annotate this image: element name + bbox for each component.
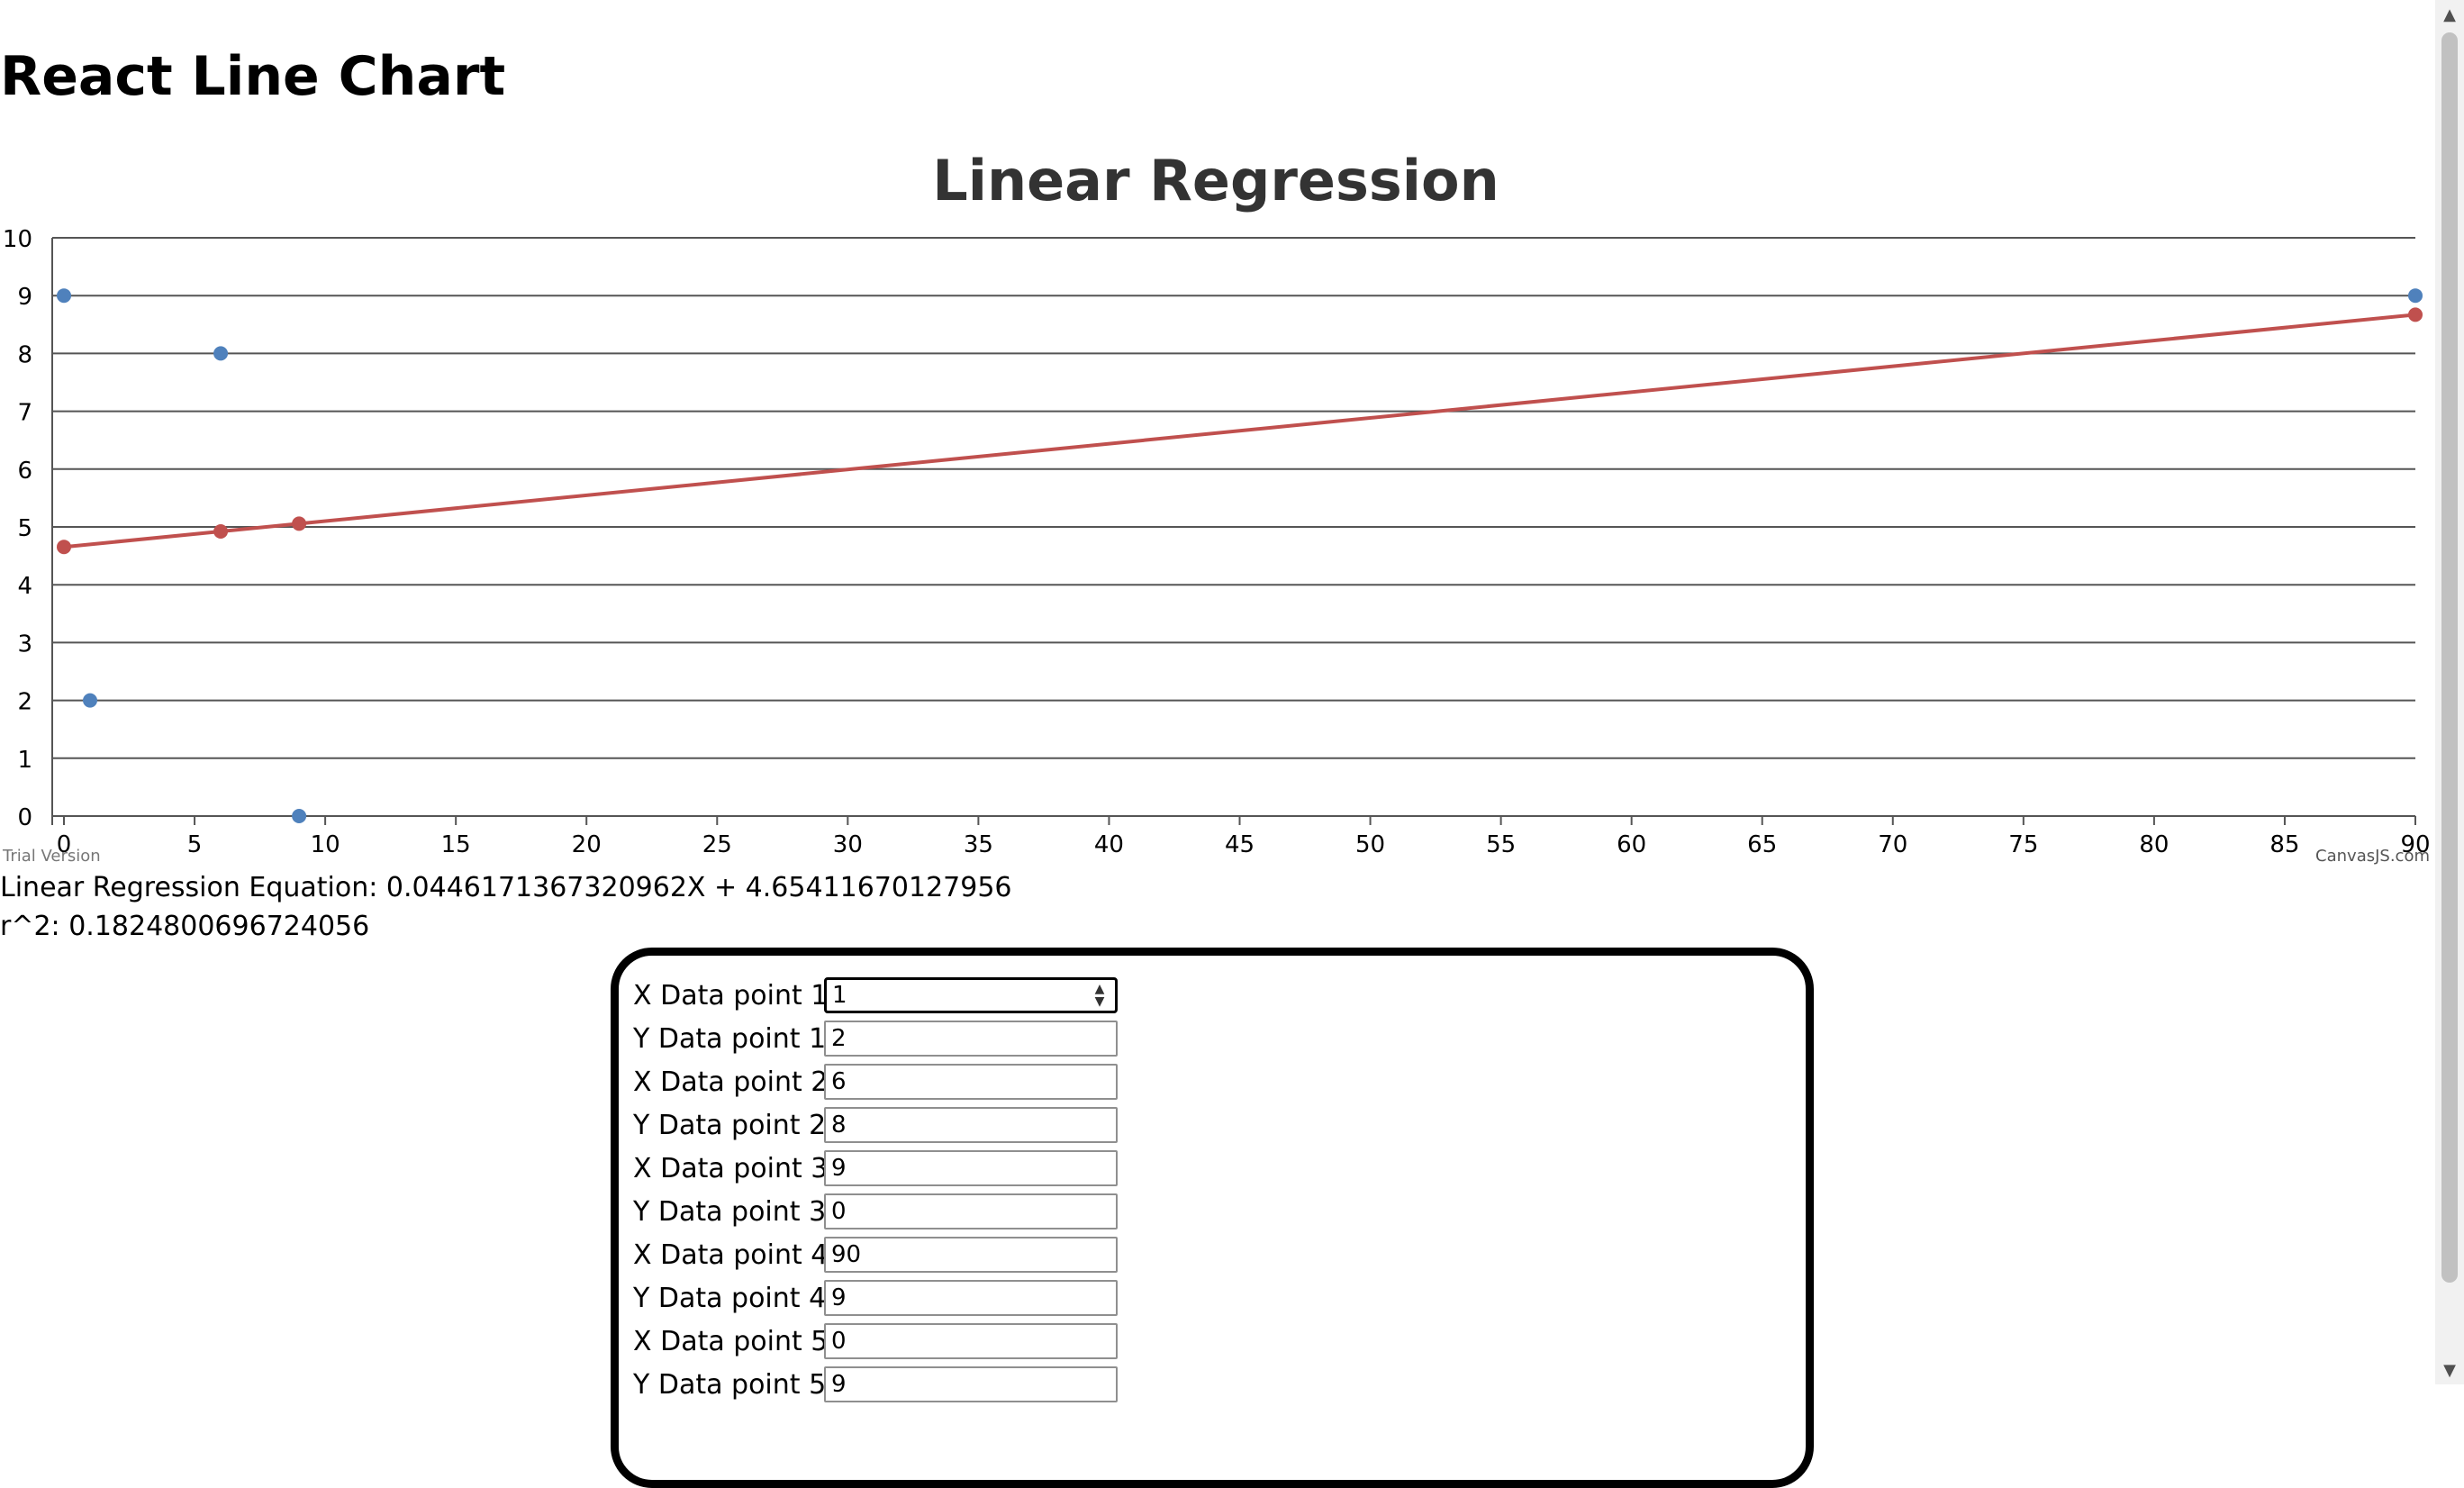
data-point-form: X Data point 1: ▲▼ Y Data point 1: X Dat… — [611, 948, 1814, 1488]
x-data-point-1-input[interactable] — [824, 977, 1118, 1013]
form-row: X Data point 3: — [633, 1147, 1118, 1190]
regression-point — [213, 524, 229, 540]
x-tick-label: 40 — [1094, 831, 1124, 858]
y-data-point-5-label: Y Data point 5: — [633, 1368, 836, 1401]
y-data-point-1-label: Y Data point 1: — [633, 1022, 836, 1055]
form-row: Y Data point 5: — [633, 1363, 1118, 1406]
x-data-point-2-label: X Data point 2: — [633, 1066, 838, 1098]
x-tick-label: 15 — [441, 831, 471, 858]
y-data-point-5-input[interactable] — [824, 1366, 1118, 1402]
form-row: X Data point 5: — [633, 1320, 1118, 1363]
form-row: X Data point 2: — [633, 1060, 1118, 1103]
y-data-point-4-input[interactable] — [824, 1280, 1118, 1316]
form-row: Y Data point 3: — [633, 1190, 1118, 1233]
x-tick-label: 80 — [2139, 831, 2169, 858]
x-tick-label: 0 — [57, 831, 72, 858]
y-tick-label: 4 — [17, 573, 32, 600]
x-tick-label: 65 — [1747, 831, 1777, 858]
r-squared: r^2: 0.1824800696724056 — [0, 911, 370, 942]
y-data-point-2-input[interactable] — [824, 1107, 1118, 1143]
y-tick-label: 6 — [17, 458, 32, 485]
y-data-point-1-input[interactable] — [824, 1021, 1118, 1057]
y-tick-label: 10 — [3, 226, 32, 253]
scroll-up-icon[interactable]: ▲ — [2443, 5, 2456, 24]
regression-point — [2408, 307, 2423, 322]
x-data-point-1-label: X Data point 1: — [633, 979, 838, 1012]
y-tick-label: 0 — [17, 804, 32, 831]
x-tick-label: 70 — [1878, 831, 1907, 858]
y-data-point-3-label: Y Data point 3: — [633, 1195, 836, 1228]
data-point — [83, 693, 98, 708]
regression-line — [63, 313, 2416, 549]
regression-point — [292, 516, 307, 531]
y-tick-label: 7 — [17, 400, 32, 427]
form-row: Y Data point 1: — [633, 1017, 1118, 1060]
x-tick-label: 20 — [572, 831, 602, 858]
scroll-down-icon[interactable]: ▼ — [2443, 1360, 2456, 1380]
x-tick-label: 5 — [187, 831, 203, 858]
page-title: React Line Chart — [0, 45, 506, 108]
x-data-point-4-input[interactable] — [824, 1237, 1118, 1273]
x-tick-label: 60 — [1617, 831, 1646, 858]
y-data-point-2-label: Y Data point 2: — [633, 1109, 836, 1141]
x-tick-label: 25 — [702, 831, 732, 858]
data-point — [213, 346, 229, 361]
number-spinner-icon[interactable]: ▲ ▼ — [1094, 982, 1105, 1009]
x-tick-label: 10 — [311, 831, 340, 858]
x-data-point-3-label: X Data point 3: — [633, 1152, 838, 1184]
regression-point — [57, 540, 71, 555]
x-tick-label: 90 — [2400, 831, 2430, 858]
regression-equation: Linear Regression Equation: 0.0446171367… — [0, 872, 1012, 903]
x-data-point-5-label: X Data point 5: — [633, 1325, 838, 1357]
chart-title: Linear Regression — [932, 148, 1499, 213]
x-data-point-5-input[interactable] — [824, 1323, 1118, 1359]
canvasjs-credit: CanvasJS.com — [2315, 847, 2430, 866]
vertical-scrollbar[interactable]: ▲ ▼ — [2435, 0, 2464, 1384]
y-data-point-4-label: Y Data point 4: — [633, 1282, 836, 1314]
x-tick-label: 30 — [833, 831, 863, 858]
trial-version-watermark: Trial Version — [2, 847, 101, 866]
x-tick-label: 45 — [1225, 831, 1255, 858]
y-tick-label: 9 — [17, 284, 32, 311]
x-tick-label: 75 — [2008, 831, 2038, 858]
data-point — [2408, 288, 2423, 304]
y-tick-label: 2 — [17, 689, 32, 716]
y-data-point-3-input[interactable] — [824, 1193, 1118, 1229]
x-tick-label: 55 — [1486, 831, 1516, 858]
x-data-point-2-input[interactable] — [824, 1064, 1118, 1100]
x-tick-label: 35 — [964, 831, 993, 858]
form-row: X Data point 1: ▲▼ — [633, 974, 1118, 1017]
y-tick-label: 8 — [17, 341, 32, 368]
x-data-point-3-input[interactable] — [824, 1150, 1118, 1186]
scrollbar-thumb[interactable] — [2441, 32, 2458, 1283]
data-point — [292, 809, 307, 823]
data-point — [57, 288, 71, 304]
y-tick-label: 5 — [17, 515, 32, 542]
x-data-point-4-label: X Data point 4: — [633, 1238, 838, 1271]
form-row: X Data point 4: — [633, 1233, 1118, 1276]
form-row: Y Data point 4: — [633, 1276, 1118, 1320]
y-tick-label: 1 — [17, 747, 32, 774]
x-data-point-1-wrapper: ▲▼ — [824, 977, 1118, 1013]
form-row: Y Data point 2: — [633, 1103, 1118, 1147]
y-tick-label: 3 — [17, 631, 32, 658]
x-tick-label: 50 — [1355, 831, 1385, 858]
x-tick-label: 85 — [2269, 831, 2299, 858]
